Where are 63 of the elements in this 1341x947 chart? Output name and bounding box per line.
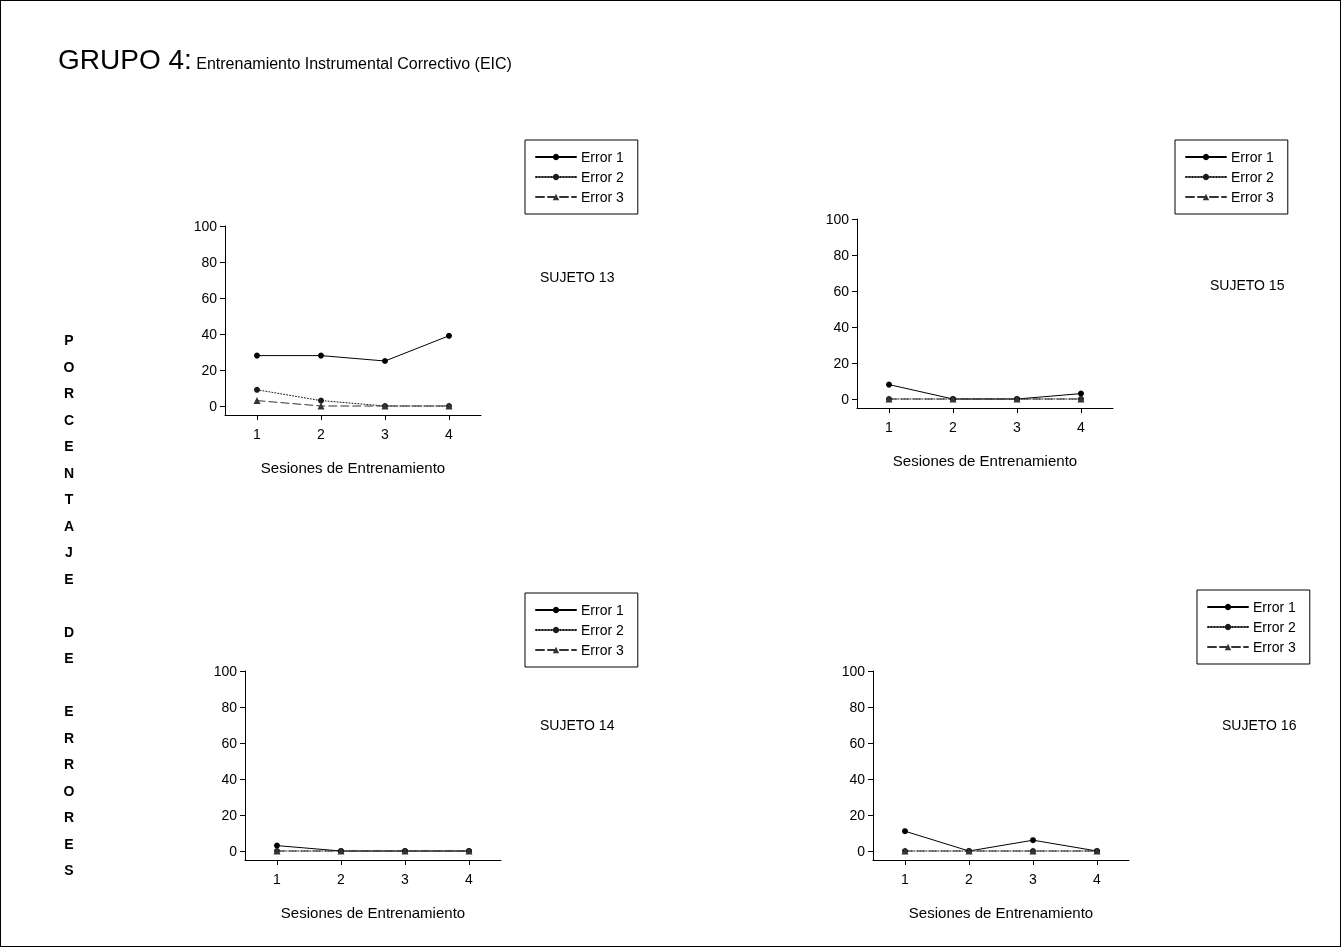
x-tick-label: 1 — [273, 871, 282, 887]
y-tick-label: 100 — [193, 218, 218, 234]
legend-label: Error 2 — [1231, 169, 1274, 185]
y-tick-label: 20 — [201, 362, 218, 378]
y-tick-label: 40 — [849, 771, 866, 787]
y-tick-label: 80 — [833, 247, 850, 263]
y-tick-label: 60 — [201, 290, 218, 306]
text: SUJETO 16 — [1222, 717, 1297, 733]
y-tick-label: 80 — [201, 254, 218, 270]
y-tick-label: 20 — [849, 807, 866, 823]
x-tick-label: 3 — [1029, 871, 1038, 887]
y-tick-label: 20 — [833, 355, 850, 371]
y-axis-title: PORCENTAJE DE ERRORES — [61, 332, 77, 889]
x-tick-label: 4 — [445, 426, 454, 442]
x-tick-label: 3 — [401, 871, 410, 887]
legend-label: Error 3 — [1253, 639, 1296, 655]
chart-subtitle: Entrenamiento Instrumental Correctivo (EIC) — [195, 55, 512, 72]
x-tick-label: 2 — [337, 871, 346, 887]
y-tick-label: 0 — [857, 843, 866, 859]
legend-label: Error 1 — [581, 149, 624, 165]
x-tick-label: 2 — [317, 426, 326, 442]
x-tick-label: 3 — [381, 426, 390, 442]
x-axis-title: Sesiones de Entrenamiento — [260, 459, 446, 476]
x-axis-title: Sesiones de Entrenamiento — [892, 452, 1078, 469]
y-tick-label: 60 — [221, 735, 238, 751]
chart-title: GRUPO 4: — [58, 44, 192, 75]
x-tick-label: 1 — [885, 419, 894, 435]
y-tick-label: 60 — [833, 283, 850, 299]
y-tick-label: 0 — [209, 398, 218, 414]
y-tick-label: 0 — [229, 843, 238, 859]
x-tick-label: 4 — [465, 871, 474, 887]
x-axis-title: Sesiones de Entrenamiento — [908, 904, 1094, 921]
x-axis-title: Sesiones de Entrenamiento — [280, 904, 466, 921]
legend-label: Error 3 — [1231, 189, 1274, 205]
y-tick-label: 100 — [841, 663, 866, 679]
y-tick-label: 80 — [849, 699, 866, 715]
y-tick-label: 100 — [825, 211, 850, 227]
x-tick-label: 4 — [1077, 419, 1086, 435]
legend-label: Error 2 — [1253, 619, 1296, 635]
y-tick-label: 100 — [213, 663, 238, 679]
x-tick-label: 4 — [1093, 871, 1102, 887]
text: SUJETO 15 — [1210, 277, 1285, 293]
x-tick-label: 2 — [965, 871, 974, 887]
y-tick-label: 80 — [221, 699, 238, 715]
y-tick-label: 20 — [221, 807, 238, 823]
legend-label: Error 1 — [581, 602, 624, 618]
x-tick-label: 2 — [949, 419, 958, 435]
x-tick-label: 3 — [1013, 419, 1022, 435]
text: SUJETO 13 — [540, 269, 615, 285]
legend-label: Error 1 — [1231, 149, 1274, 165]
legend-label: Error 1 — [1253, 599, 1296, 615]
y-tick-label: 0 — [841, 391, 850, 407]
y-tick-label: 40 — [833, 319, 850, 335]
y-tick-label: 60 — [849, 735, 866, 751]
y-tick-label: 40 — [201, 326, 218, 342]
x-tick-label: 1 — [253, 426, 262, 442]
legend-label: Error 2 — [581, 169, 624, 185]
legend-label: Error 3 — [581, 189, 624, 205]
text: SUJETO 14 — [540, 717, 615, 733]
y-tick-label: 40 — [221, 771, 238, 787]
legend-label: Error 2 — [581, 622, 624, 638]
x-tick-label: 1 — [901, 871, 910, 887]
legend-label: Error 3 — [581, 642, 624, 658]
